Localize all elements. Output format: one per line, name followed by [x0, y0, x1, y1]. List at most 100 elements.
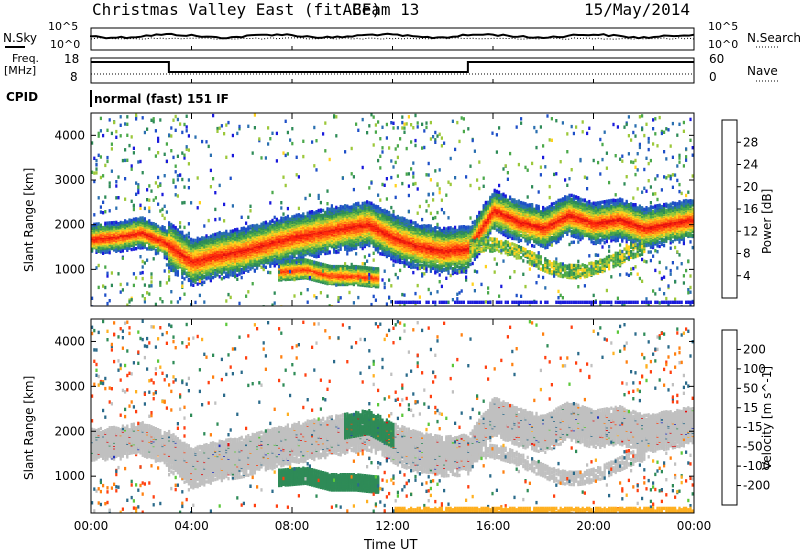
power-cell: [260, 260, 263, 264]
power-cell: [218, 183, 221, 188]
power-cell: [302, 274, 305, 278]
power-cell: [183, 292, 186, 296]
power-cell: [108, 118, 111, 122]
power-cell: [179, 173, 182, 177]
power-cell: [212, 238, 215, 243]
power-cell: [187, 186, 190, 190]
power-cell: [295, 259, 298, 263]
power-cell: [201, 139, 204, 144]
power-cell: [132, 203, 135, 208]
power-cell: [286, 259, 289, 264]
power-cell: [170, 134, 173, 138]
power-cell: [278, 264, 281, 269]
power-cell: [218, 275, 221, 279]
power-cell: [223, 236, 226, 240]
power-cell: [139, 159, 142, 164]
power-cell: [286, 214, 289, 219]
power-cell: [146, 247, 149, 251]
power-cell: [104, 225, 107, 230]
power-cell: [181, 201, 184, 205]
power-cell: [185, 271, 188, 275]
power-cell: [170, 126, 173, 130]
power-cell: [236, 277, 239, 281]
power-cell: [165, 142, 168, 146]
power-cell: [247, 265, 250, 269]
power-cell: [106, 274, 109, 278]
power-cell: [95, 158, 98, 163]
power-cell: [260, 156, 263, 160]
power-cell: [209, 276, 212, 280]
power-cell: [273, 263, 276, 267]
power-cell: [108, 184, 111, 189]
power-cell: [251, 224, 254, 228]
power-cell: [157, 175, 160, 180]
power-cell: [91, 224, 94, 228]
power-cell: [267, 258, 270, 262]
power-cell: [273, 260, 276, 264]
power-cell: [271, 239, 274, 244]
power-cell: [284, 119, 287, 123]
power-cell: [308, 193, 311, 197]
power-cell: [295, 215, 298, 220]
power-cell: [99, 226, 102, 230]
power-cell: [174, 229, 177, 234]
power-cell: [132, 207, 135, 212]
power-cell: [95, 222, 98, 226]
power-cell: [238, 229, 241, 234]
power-cell: [137, 160, 140, 164]
power-cell: [291, 215, 294, 219]
power-cell: [216, 232, 219, 236]
power-cell: [179, 221, 182, 225]
power-cell: [291, 141, 294, 146]
power-cell: [106, 155, 109, 160]
power-cell: [97, 225, 100, 229]
power-cell: [300, 251, 303, 255]
power-cell: [201, 273, 204, 277]
power-cell: [141, 216, 144, 220]
power-cell: [176, 174, 179, 178]
power-cell: [231, 153, 234, 158]
power-cell: [146, 258, 149, 262]
power-cell: [176, 154, 179, 158]
power-cell: [304, 260, 307, 264]
power-cell: [286, 152, 289, 156]
power-cell: [203, 300, 206, 304]
power-cell: [170, 222, 173, 227]
power-cell: [247, 225, 250, 229]
power-cell: [91, 226, 94, 231]
power-cell: [113, 220, 116, 225]
power-cell: [176, 300, 179, 304]
power-cell: [236, 273, 239, 277]
power-cell: [119, 220, 122, 225]
power-cell: [110, 142, 113, 146]
power-cell: [99, 155, 102, 159]
power-cell: [126, 115, 129, 119]
power-cell: [317, 196, 320, 200]
power-cell: [106, 128, 109, 132]
power-cell: [139, 255, 142, 259]
power-cell: [238, 124, 241, 129]
power-cell: [315, 139, 318, 143]
power-cell: [130, 240, 133, 244]
power-cell: [143, 300, 146, 304]
power-cell: [121, 244, 124, 248]
power-cell: [128, 246, 131, 250]
power-cell: [249, 209, 252, 213]
power-cell: [176, 228, 179, 232]
power-cell: [214, 217, 217, 222]
power-cell: [300, 258, 303, 262]
power-cell: [141, 259, 144, 264]
power-cell: [234, 271, 237, 275]
power-cell: [295, 155, 298, 159]
power-cell: [102, 211, 105, 215]
power-cell: [185, 241, 188, 246]
power-cell: [247, 215, 250, 219]
power-cell: [192, 242, 195, 246]
power-cell: [95, 167, 98, 171]
power-cell: [304, 196, 307, 201]
power-cell: [311, 259, 314, 264]
power-cell: [300, 272, 303, 276]
power-cell: [170, 268, 173, 272]
power-cell: [146, 127, 149, 131]
